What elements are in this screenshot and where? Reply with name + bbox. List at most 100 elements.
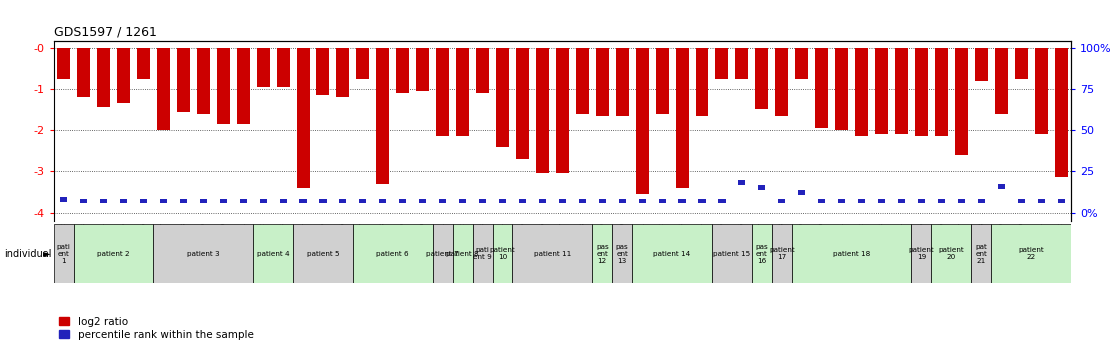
Bar — [512, 224, 593, 283]
Bar — [1058, 198, 1064, 204]
Bar — [638, 198, 646, 204]
Text: patient 11: patient 11 — [533, 250, 571, 257]
Bar — [736, 48, 748, 79]
Bar — [938, 198, 945, 204]
Bar — [379, 198, 387, 204]
Bar — [875, 48, 888, 134]
Bar — [975, 48, 988, 81]
Bar — [296, 48, 310, 188]
Bar — [659, 198, 665, 204]
Bar — [995, 48, 1007, 114]
Bar — [60, 197, 67, 202]
Bar — [219, 198, 227, 204]
Text: patient 2: patient 2 — [97, 250, 130, 257]
Bar — [997, 184, 1005, 189]
Bar — [1038, 198, 1044, 204]
Text: pas
ent
12: pas ent 12 — [596, 244, 608, 264]
Text: patient
19: patient 19 — [909, 247, 935, 260]
Bar — [217, 48, 229, 124]
Bar — [771, 224, 792, 283]
Bar — [177, 48, 190, 111]
Bar — [699, 198, 705, 204]
Bar — [496, 48, 509, 147]
Bar — [493, 224, 512, 283]
Text: patient 3: patient 3 — [187, 250, 219, 257]
Bar — [276, 48, 290, 87]
Bar — [935, 48, 948, 136]
Bar — [97, 48, 110, 107]
Bar — [197, 48, 210, 114]
Bar — [596, 48, 608, 116]
Bar — [738, 180, 746, 185]
Bar — [712, 224, 752, 283]
Text: pas
ent
16: pas ent 16 — [756, 244, 768, 264]
Text: individual: individual — [4, 249, 51, 258]
Text: patient 5: patient 5 — [306, 250, 339, 257]
Bar — [593, 224, 613, 283]
Text: patient
17: patient 17 — [769, 247, 795, 260]
Bar — [778, 198, 785, 204]
Bar — [476, 48, 489, 93]
Bar — [616, 48, 628, 116]
Bar — [257, 48, 269, 87]
Text: ►: ► — [42, 249, 50, 258]
Bar — [57, 48, 70, 79]
Bar — [74, 224, 153, 283]
Bar — [456, 48, 470, 136]
Bar — [353, 224, 433, 283]
Bar — [798, 190, 805, 195]
Bar — [80, 198, 87, 204]
Bar — [419, 198, 426, 204]
Bar — [918, 198, 925, 204]
Bar — [100, 198, 107, 204]
Bar — [399, 198, 406, 204]
Bar — [359, 198, 367, 204]
Bar — [1054, 48, 1068, 177]
Bar — [835, 48, 849, 130]
Bar — [815, 48, 828, 128]
Bar — [473, 224, 493, 283]
Bar — [855, 48, 868, 136]
Bar — [337, 48, 350, 97]
Bar — [157, 48, 170, 130]
Bar — [618, 198, 626, 204]
Bar — [636, 48, 648, 194]
Text: patient 15: patient 15 — [713, 250, 750, 257]
Bar — [320, 198, 326, 204]
Bar — [911, 224, 931, 283]
Bar — [519, 198, 527, 204]
Bar — [293, 224, 353, 283]
Legend: log2 ratio, percentile rank within the sample: log2 ratio, percentile rank within the s… — [59, 317, 254, 340]
Bar — [756, 48, 768, 109]
Text: pas
ent
13: pas ent 13 — [616, 244, 628, 264]
Bar — [695, 48, 709, 116]
Bar — [958, 198, 965, 204]
Bar — [878, 198, 885, 204]
Bar — [792, 224, 911, 283]
Text: patient 14: patient 14 — [653, 250, 691, 257]
Bar — [77, 48, 91, 97]
Bar — [140, 198, 146, 204]
Bar — [655, 48, 669, 114]
Text: patient
10: patient 10 — [490, 247, 515, 260]
Text: pat
ent
21: pat ent 21 — [975, 244, 987, 264]
Bar — [253, 224, 293, 283]
Bar — [117, 48, 130, 103]
Bar — [453, 224, 473, 283]
Bar — [972, 224, 992, 283]
Bar — [613, 224, 632, 283]
Bar — [396, 48, 409, 93]
Text: patient
22: patient 22 — [1018, 247, 1044, 260]
Text: patient 6: patient 6 — [377, 250, 409, 257]
Bar — [180, 198, 187, 204]
Text: pati
ent 9: pati ent 9 — [473, 247, 492, 260]
Bar — [439, 198, 446, 204]
Bar — [459, 198, 466, 204]
Bar — [632, 224, 712, 283]
Bar — [200, 198, 207, 204]
Text: patient
20: patient 20 — [938, 247, 964, 260]
Bar — [340, 198, 347, 204]
Bar — [160, 198, 167, 204]
Text: patient 4: patient 4 — [257, 250, 290, 257]
Text: patient 7: patient 7 — [426, 250, 459, 257]
